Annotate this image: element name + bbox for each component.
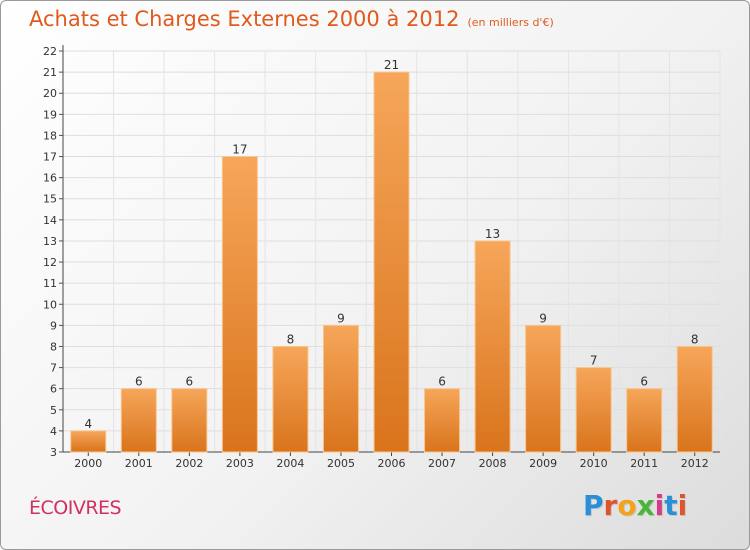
x-tick-label-2006: 2006 xyxy=(378,457,406,470)
value-label-2000: 4 xyxy=(84,417,92,431)
logo-letter: r xyxy=(603,489,618,522)
y-tick-label-14: 14 xyxy=(43,214,57,227)
logo-letter: i xyxy=(677,489,688,522)
x-tick-label-2003: 2003 xyxy=(226,457,254,470)
chart-unit: (en milliers d'€) xyxy=(467,16,554,29)
value-label-2007: 6 xyxy=(438,375,446,389)
value-label-2011: 6 xyxy=(640,375,648,389)
value-label-2012: 8 xyxy=(691,332,699,346)
x-tick-label-2007: 2007 xyxy=(428,457,456,470)
bar-2011 xyxy=(626,388,663,453)
x-tick-label-2010: 2010 xyxy=(580,457,608,470)
value-label-2001: 6 xyxy=(135,375,143,389)
value-label-2003: 17 xyxy=(232,143,247,157)
bar-2012 xyxy=(676,345,713,453)
bar-2009 xyxy=(525,324,562,453)
value-label-2010: 7 xyxy=(590,354,598,368)
bar-2005 xyxy=(322,324,359,453)
y-tick-label-11: 11 xyxy=(43,277,57,290)
y-tick-label-15: 15 xyxy=(43,193,57,206)
y-tick-label-19: 19 xyxy=(43,108,57,121)
chart-title: Achats et Charges Externes 2000 à 2012 (e… xyxy=(29,7,554,31)
y-tick-label-9: 9 xyxy=(50,319,57,332)
bar-2010 xyxy=(575,367,612,453)
labels: 3 4 5 6 7 8 9 10 11 12 13 14 15 16 17 18 19 20 21 22 4 2000 6 2… xyxy=(43,45,709,470)
value-label-2005: 9 xyxy=(337,311,345,325)
logo-letter: x xyxy=(636,489,655,522)
logo-letter: i xyxy=(654,489,665,522)
bar-2008 xyxy=(474,240,511,453)
value-label-2002: 6 xyxy=(186,375,194,389)
y-tick-label-13: 13 xyxy=(43,235,57,248)
proxiti-logo: Proxiti xyxy=(583,489,687,522)
logo-letter: o xyxy=(617,489,637,522)
x-tick-label-2012: 2012 xyxy=(681,457,709,470)
y-tick-label-16: 16 xyxy=(43,172,57,185)
x-tick-label-2000: 2000 xyxy=(74,457,102,470)
x-tick-label-2004: 2004 xyxy=(276,457,304,470)
bar-2003 xyxy=(221,156,258,453)
y-tick-label-6: 6 xyxy=(50,383,57,396)
bar-2004 xyxy=(272,345,309,453)
x-tick-label-2011: 2011 xyxy=(630,457,658,470)
value-label-2008: 13 xyxy=(485,227,500,241)
bar-2001 xyxy=(120,388,157,453)
value-label-2006: 21 xyxy=(384,58,399,72)
y-tick-label-12: 12 xyxy=(43,256,57,269)
bar-2000 xyxy=(70,430,107,453)
bars xyxy=(70,71,713,453)
y-tick-label-18: 18 xyxy=(43,129,57,142)
x-tick-label-2002: 2002 xyxy=(175,457,203,470)
x-tick-label-2005: 2005 xyxy=(327,457,355,470)
y-tick-label-3: 3 xyxy=(50,446,57,459)
commune-name: ÉCOIVRES xyxy=(29,497,122,519)
value-label-2004: 8 xyxy=(287,332,295,346)
logo-letter: t xyxy=(664,489,678,522)
bar-2007 xyxy=(424,388,461,453)
y-tick-label-7: 7 xyxy=(50,362,57,375)
y-tick-label-8: 8 xyxy=(50,340,57,353)
y-tick-label-5: 5 xyxy=(50,404,57,417)
y-tick-label-10: 10 xyxy=(43,298,57,311)
x-tick-label-2009: 2009 xyxy=(529,457,557,470)
x-tick-label-2008: 2008 xyxy=(479,457,507,470)
y-tick-label-22: 22 xyxy=(43,45,57,58)
y-tick-label-21: 21 xyxy=(43,66,57,79)
y-tick-label-17: 17 xyxy=(43,151,57,164)
y-tick-label-4: 4 xyxy=(50,425,57,438)
y-tick-label-20: 20 xyxy=(43,87,57,100)
bar-2002 xyxy=(171,388,208,453)
x-tick-label-2001: 2001 xyxy=(125,457,153,470)
value-label-2009: 9 xyxy=(539,311,547,325)
chart-title-text: Achats et Charges Externes 2000 à 2012 xyxy=(29,7,460,31)
logo-letter: P xyxy=(583,489,604,522)
bar-2006 xyxy=(373,71,410,453)
